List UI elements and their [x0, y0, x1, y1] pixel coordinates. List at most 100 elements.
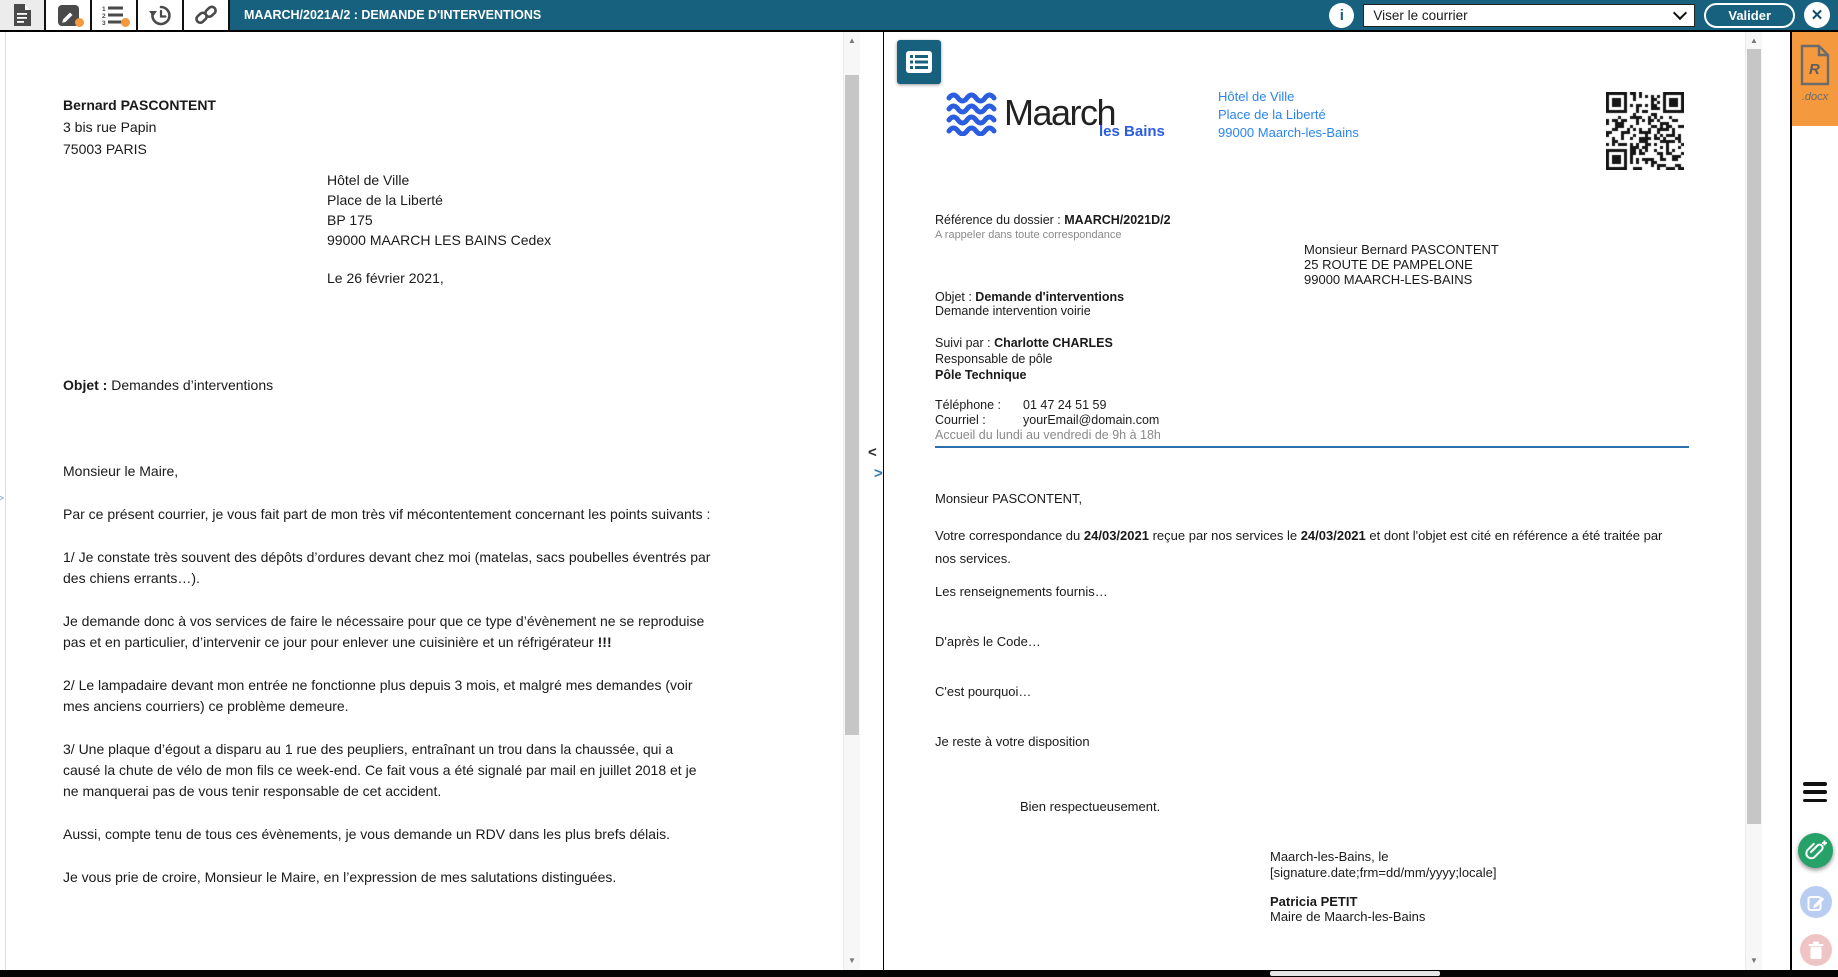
- org-address-line: Place de la Liberté: [1218, 107, 1326, 122]
- subject-detail: Demande intervention voirie: [935, 304, 1091, 318]
- response-recipient-block: Monsieur Bernard PASCONTENT 25 ROUTE DE …: [1304, 242, 1499, 287]
- letter-paragraph: Aussi, compte tenu de tous ces évènement…: [63, 826, 671, 842]
- qr-code: [1606, 92, 1684, 170]
- edit-square-icon: [1807, 895, 1824, 911]
- brand-name: Maarch: [1004, 92, 1117, 133]
- letter-paragraph: Je demande donc à vos services de faire …: [63, 613, 705, 650]
- followup-name: Charlotte CHARLES: [994, 336, 1113, 350]
- letter-paragraph: 2/ Le lampadaire devant mon entrée ne fo…: [63, 677, 693, 714]
- link-icon: [195, 5, 217, 24]
- scroll-up-icon[interactable]: ▲: [1750, 36, 1758, 45]
- document-view-button[interactable]: [0, 0, 46, 30]
- recipient-line: BP 175: [327, 212, 373, 228]
- response-subject: Objet : Demande d'interventions: [935, 290, 1124, 304]
- document-icon: [14, 4, 31, 26]
- reference-label: Référence du dossier :: [935, 213, 1065, 227]
- page-title: MAARCH/2021A/2 : DEMANDE D'INTERVENTIONS: [244, 8, 542, 22]
- org-address-line: 99000 Maarch-les-Bains: [1218, 125, 1359, 140]
- recipient-block: Hôtel de Ville Place de la Liberté BP 17…: [327, 170, 551, 250]
- add-attachment-button[interactable]: [1798, 833, 1833, 868]
- recipient-line: Place de la Liberté: [327, 192, 443, 208]
- reference-line: Référence du dossier : MAARCH/2021D/2: [935, 213, 1171, 227]
- email-value: yourEmail@domain.com: [1023, 413, 1160, 427]
- scroll-down-icon[interactable]: ▼: [1750, 956, 1758, 965]
- close-icon[interactable]: ✕: [1804, 2, 1830, 28]
- edit-icon: [57, 4, 79, 26]
- phone-label: Téléphone :: [935, 398, 1002, 412]
- menu-icon[interactable]: [1803, 782, 1827, 802]
- paperclip-plus-icon: [1804, 840, 1827, 859]
- recipient-line: Hôtel de Ville: [327, 172, 410, 188]
- signature-date-field: [signature.date;frm=dd/mm/yyyy;locale]: [1270, 865, 1497, 880]
- signatory-block: Patricia PETIT Maire de Maarch-les-Bains: [1270, 894, 1425, 924]
- history-button[interactable]: [138, 0, 184, 30]
- contact-block: Téléphone : 01 47 24 51 59 Courriel : your…: [935, 398, 1161, 443]
- reference-value: MAARCH/2021D/2: [1064, 213, 1171, 227]
- right-scrollbar[interactable]: ▲ ▼: [1745, 32, 1762, 970]
- org-address-line: Hôtel de Ville: [1218, 89, 1295, 104]
- scroll-up-icon[interactable]: ▲: [848, 36, 856, 45]
- response-closing: Bien respectueusement.: [1020, 799, 1161, 814]
- valider-button[interactable]: Valider: [1704, 2, 1795, 28]
- followup-entity: Pôle Technique: [935, 368, 1027, 382]
- response-paragraph: Je reste à votre disposition: [935, 734, 1090, 749]
- sender-address-line: 3 bis rue Papin: [63, 119, 157, 135]
- chevron-down-icon: [1673, 5, 1688, 21]
- subject-text: Demandes d’interventions: [111, 377, 274, 393]
- response-salutation: Monsieur PASCONTENT,: [935, 491, 1083, 506]
- edit-note-button[interactable]: [46, 0, 92, 30]
- response-paragraph: C'est pourquoi…: [935, 684, 1032, 699]
- letter-date: Le 26 février 2021,: [327, 270, 444, 286]
- topbar-actions: i Viser le courrier Valider ✕: [1329, 2, 1838, 28]
- subject-label: Objet :: [63, 377, 108, 393]
- right-scrollbar-thumb[interactable]: [1747, 49, 1761, 824]
- attachment-extension: .docx: [1801, 91, 1829, 103]
- recipient-line: Monsieur Bernard PASCONTENT: [1304, 242, 1499, 257]
- notification-dot: [121, 18, 130, 27]
- incoming-document-pane: Bernard PASCONTENT 3 bis rue Papin 75003…: [0, 32, 884, 970]
- svg-text:2: 2: [102, 13, 106, 20]
- scroll-down-icon[interactable]: ▼: [848, 956, 856, 965]
- left-scrollbar-thumb[interactable]: [845, 75, 859, 735]
- page-edge: [5, 32, 6, 970]
- collapse-right-icon[interactable]: >: [874, 465, 883, 482]
- processed-date: 24/03/2021: [1300, 528, 1366, 543]
- edit-attachment-button[interactable]: [1800, 886, 1832, 918]
- letter-subject: Objet : Demandes d’interventions: [63, 375, 273, 396]
- received-date: 24/03/2021: [1083, 528, 1149, 543]
- collapse-left-icon[interactable]: <: [868, 444, 877, 461]
- document-toolbar: 1 2 3: [0, 0, 230, 30]
- numbered-list-icon: 1 2 3: [102, 6, 123, 25]
- subject-value: Demande d'interventions: [975, 290, 1125, 304]
- horizontal-scrollbar-thumb[interactable]: [1270, 971, 1440, 976]
- sender-block: Bernard PASCONTENT 3 bis rue Papin 75003…: [63, 94, 216, 160]
- delete-attachment-button[interactable]: [1800, 934, 1832, 966]
- svg-text:3: 3: [102, 20, 106, 25]
- left-scrollbar[interactable]: ▲ ▼: [843, 32, 860, 970]
- expand-panel-icon[interactable]: ▷: [0, 487, 4, 508]
- action-select[interactable]: Viser le courrier: [1363, 3, 1696, 27]
- attachments-strip: R .docx: [1790, 32, 1838, 970]
- email-label: Courriel :: [935, 413, 986, 427]
- letter-body: Monsieur le Maire, Par ce présent courri…: [63, 461, 711, 910]
- sender-name: Bernard PASCONTENT: [63, 97, 216, 113]
- numbered-list-button[interactable]: 1 2 3: [92, 0, 138, 30]
- main-area: Bernard PASCONTENT 3 bis rue Papin 75003…: [0, 32, 1838, 970]
- recipient-line: 25 ROUTE DE PAMPELONE: [1304, 257, 1473, 272]
- action-select-value: Viser le courrier: [1373, 7, 1468, 23]
- trash-icon: [1808, 941, 1824, 959]
- topbar: 1 2 3: [0, 0, 1838, 32]
- attachment-docx-card[interactable]: R .docx: [1792, 32, 1838, 126]
- link-button[interactable]: [184, 0, 230, 30]
- letter-paragraph: 3/ Une plaque d’égout a disparu au 1 rue…: [63, 741, 697, 799]
- emphasis-text: !!!: [597, 634, 612, 650]
- info-icon[interactable]: i: [1329, 2, 1355, 28]
- bottom-border: [0, 970, 1838, 977]
- organization-address: Hôtel de Ville Place de la Liberté 99000…: [1218, 88, 1359, 142]
- letter-paragraph: Je vous prie de croire, Monsieur le Mair…: [63, 869, 617, 885]
- recipient-line: 99000 MAARCH LES BAINS Cedex: [327, 232, 552, 248]
- header-divider: [935, 446, 1689, 448]
- toc-button[interactable]: [897, 40, 941, 84]
- svg-text:R: R: [1809, 61, 1820, 78]
- phone-value: 01 47 24 51 59: [1023, 398, 1107, 412]
